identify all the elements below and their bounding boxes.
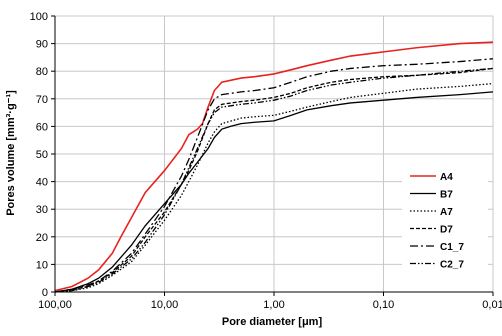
legend-label-a7: A7 [440, 207, 453, 218]
series-line-a7 [54, 82, 494, 293]
x-tick-label: 10,00 [151, 299, 179, 311]
x-tick-label: 0,10 [373, 299, 394, 311]
y-tick-label: 50 [36, 149, 48, 161]
legend-label-a4: A4 [440, 172, 453, 183]
x-tick-label: 0,01 [482, 299, 502, 311]
y-tick-label: 40 [36, 177, 48, 189]
series-line-a4 [54, 41, 494, 292]
y-axis-title: Pores volume [mm³·g⁻¹] [5, 90, 17, 216]
legend-box [402, 164, 488, 277]
y-tick-label: 10 [36, 259, 48, 271]
series-line-b7 [54, 91, 494, 293]
y-tick-label: 90 [36, 39, 48, 51]
x-axis-title: Pore diameter [μm] [222, 316, 323, 328]
y-tick-label: 80 [36, 66, 48, 78]
y-tick-label: 20 [36, 232, 48, 244]
x-tick-label: 1,00 [263, 299, 284, 311]
legend: A4 B7 A7 D7 C1_7 C2_7 [402, 164, 488, 277]
legend-label-b7: B7 [440, 190, 453, 201]
series-layer [54, 41, 494, 293]
legend-label-d7: D7 [440, 225, 453, 236]
legend-label-c2_7: C2_7 [440, 260, 464, 271]
legend-label-c1_7: C1_7 [440, 242, 464, 253]
y-tick-label: 30 [36, 204, 48, 216]
series-line-c1_7 [54, 58, 494, 293]
axes-layer: 0 10 20 30 40 50 60 70 80 90 100 100,00 10,00 1,00 0,1… [30, 11, 502, 311]
x-tick-label: 100,00 [38, 299, 72, 311]
series-line-c2_7 [54, 67, 494, 293]
y-tick-label: 70 [36, 94, 48, 106]
y-tick-label: 60 [36, 121, 48, 133]
y-tick-label: 0 [42, 287, 48, 299]
series-line-d7 [54, 67, 494, 293]
y-tick-label: 100 [30, 11, 48, 23]
